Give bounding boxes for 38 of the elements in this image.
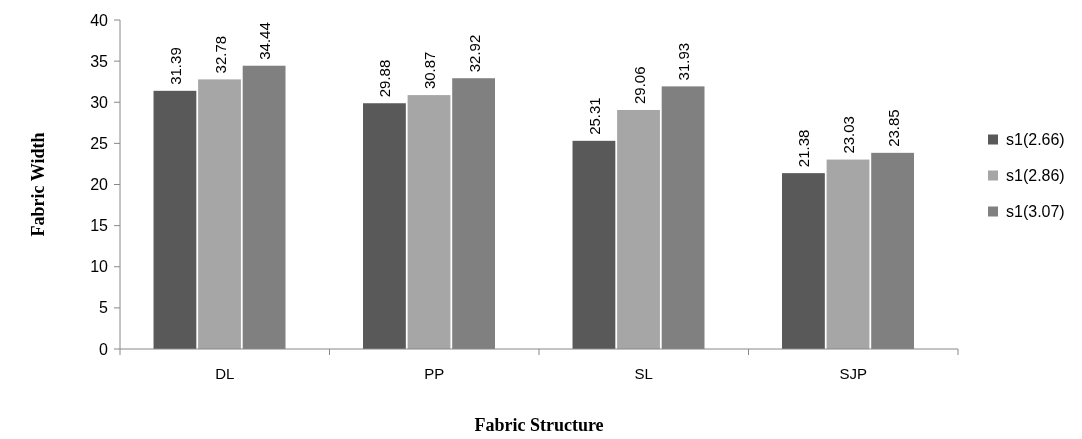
bar xyxy=(617,109,660,349)
data-label: 29.06 xyxy=(630,66,648,104)
data-label: 25.31 xyxy=(585,97,603,135)
data-label: 31.93 xyxy=(675,42,693,81)
bar xyxy=(198,79,241,349)
y-tick-label: 35 xyxy=(90,52,109,70)
bar xyxy=(407,95,451,349)
y-tick-label: 0 xyxy=(99,340,109,358)
bar xyxy=(826,159,870,349)
x-tick-label: SL xyxy=(634,365,653,382)
x-axis-title: Fabric Structure xyxy=(474,415,604,435)
data-label: 31.39 xyxy=(166,47,184,85)
data-label: 34.44 xyxy=(256,22,274,60)
x-tick-label: DL xyxy=(215,365,235,382)
legend-label: s1(3.07) xyxy=(1006,203,1065,221)
y-tick-label: 40 xyxy=(90,11,109,29)
data-label: 21.38 xyxy=(795,129,813,168)
legend-label: s1(2.86) xyxy=(1006,167,1065,185)
y-axis-title: Fabric Width xyxy=(28,132,48,237)
data-label: 32.78 xyxy=(211,35,229,74)
x-tick-label: PP xyxy=(424,365,445,382)
y-tick-label: 25 xyxy=(90,134,109,152)
y-tick-label: 10 xyxy=(90,258,109,276)
y-tick-label: 5 xyxy=(99,299,109,317)
bar xyxy=(153,90,197,349)
legend-label: s1(2.66) xyxy=(1006,131,1065,149)
x-tick-label: SJP xyxy=(839,365,868,382)
bar xyxy=(782,173,825,349)
y-tick-label: 20 xyxy=(90,176,109,194)
data-label: 23.03 xyxy=(840,116,858,154)
data-label: 23.85 xyxy=(884,109,902,147)
data-label: 29.88 xyxy=(376,59,394,98)
bar xyxy=(572,140,616,349)
data-label: 30.87 xyxy=(421,51,439,90)
bar xyxy=(363,103,406,349)
y-tick-label: 15 xyxy=(90,217,109,235)
y-tick-label: 30 xyxy=(90,93,109,111)
data-label: 32.92 xyxy=(465,34,483,73)
